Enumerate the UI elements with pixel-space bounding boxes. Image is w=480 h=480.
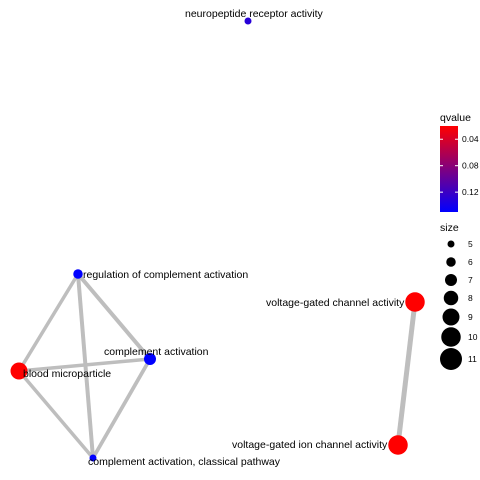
size-key-dot (446, 257, 456, 267)
qvalue-legend: qvalue 0.04 0.08 0.12 (440, 112, 479, 212)
node-label-n7: voltage-gated ion channel activity (232, 439, 388, 451)
edge-n3-n5 (91, 358, 152, 459)
size-key-label: 8 (468, 293, 473, 303)
qvalue-tick-label: 0.12 (462, 187, 479, 197)
size-key-dot (447, 240, 455, 248)
node-label-n5: complement activation, classical pathway (88, 456, 281, 468)
size-key-label: 9 (468, 312, 473, 322)
size-legend: size 5 6 7 8 9 10 11 (440, 222, 478, 370)
size-key-dot (442, 308, 460, 326)
node-label-n6: voltage-gated channel activity (266, 297, 405, 309)
size-key-label: 11 (468, 354, 477, 364)
label-layer: neuropeptide receptor activity regulation… (23, 8, 405, 468)
node-n6[interactable] (405, 292, 425, 312)
qvalue-tick-label: 0.04 (462, 134, 479, 144)
node-n1[interactable] (244, 17, 252, 25)
qvalue-legend-title: qvalue (440, 112, 471, 124)
edge-layer (17, 272, 418, 460)
node-label-n1: neuropeptide receptor activity (185, 8, 323, 20)
node-n3[interactable] (144, 353, 156, 365)
qvalue-colorbar (440, 126, 458, 212)
node-layer (10, 17, 425, 462)
node-n4[interactable] (10, 362, 28, 380)
qvalue-tick-label: 0.08 (462, 161, 479, 171)
edge-n2-n3 (76, 272, 152, 361)
edge-n4-n5 (17, 369, 95, 460)
size-key-label: 7 (468, 275, 473, 285)
size-key-label: 10 (468, 332, 478, 342)
node-n2[interactable] (73, 269, 83, 279)
node-label-n3: complement activation (104, 346, 209, 358)
size-key-dot (441, 327, 461, 347)
size-legend-title: size (440, 222, 459, 234)
size-key-dot (443, 290, 459, 306)
size-key-label: 6 (468, 257, 473, 267)
qvalue-ticks: 0.04 0.08 0.12 (440, 134, 479, 197)
size-key-dot (445, 274, 457, 286)
edge-n3-n4 (18, 357, 151, 373)
size-key-label: 5 (468, 239, 473, 249)
edge-n6-n7 (395, 301, 418, 446)
node-label-n2: regulation of complement activation (83, 269, 248, 281)
node-label-n4: blood microparticle (23, 368, 111, 380)
size-key-dot (440, 348, 462, 370)
node-n7[interactable] (388, 435, 408, 455)
size-legend-keys: 5 6 7 8 9 10 11 (440, 239, 478, 370)
node-n5[interactable] (89, 454, 97, 462)
edge-n2-n4 (17, 273, 80, 372)
